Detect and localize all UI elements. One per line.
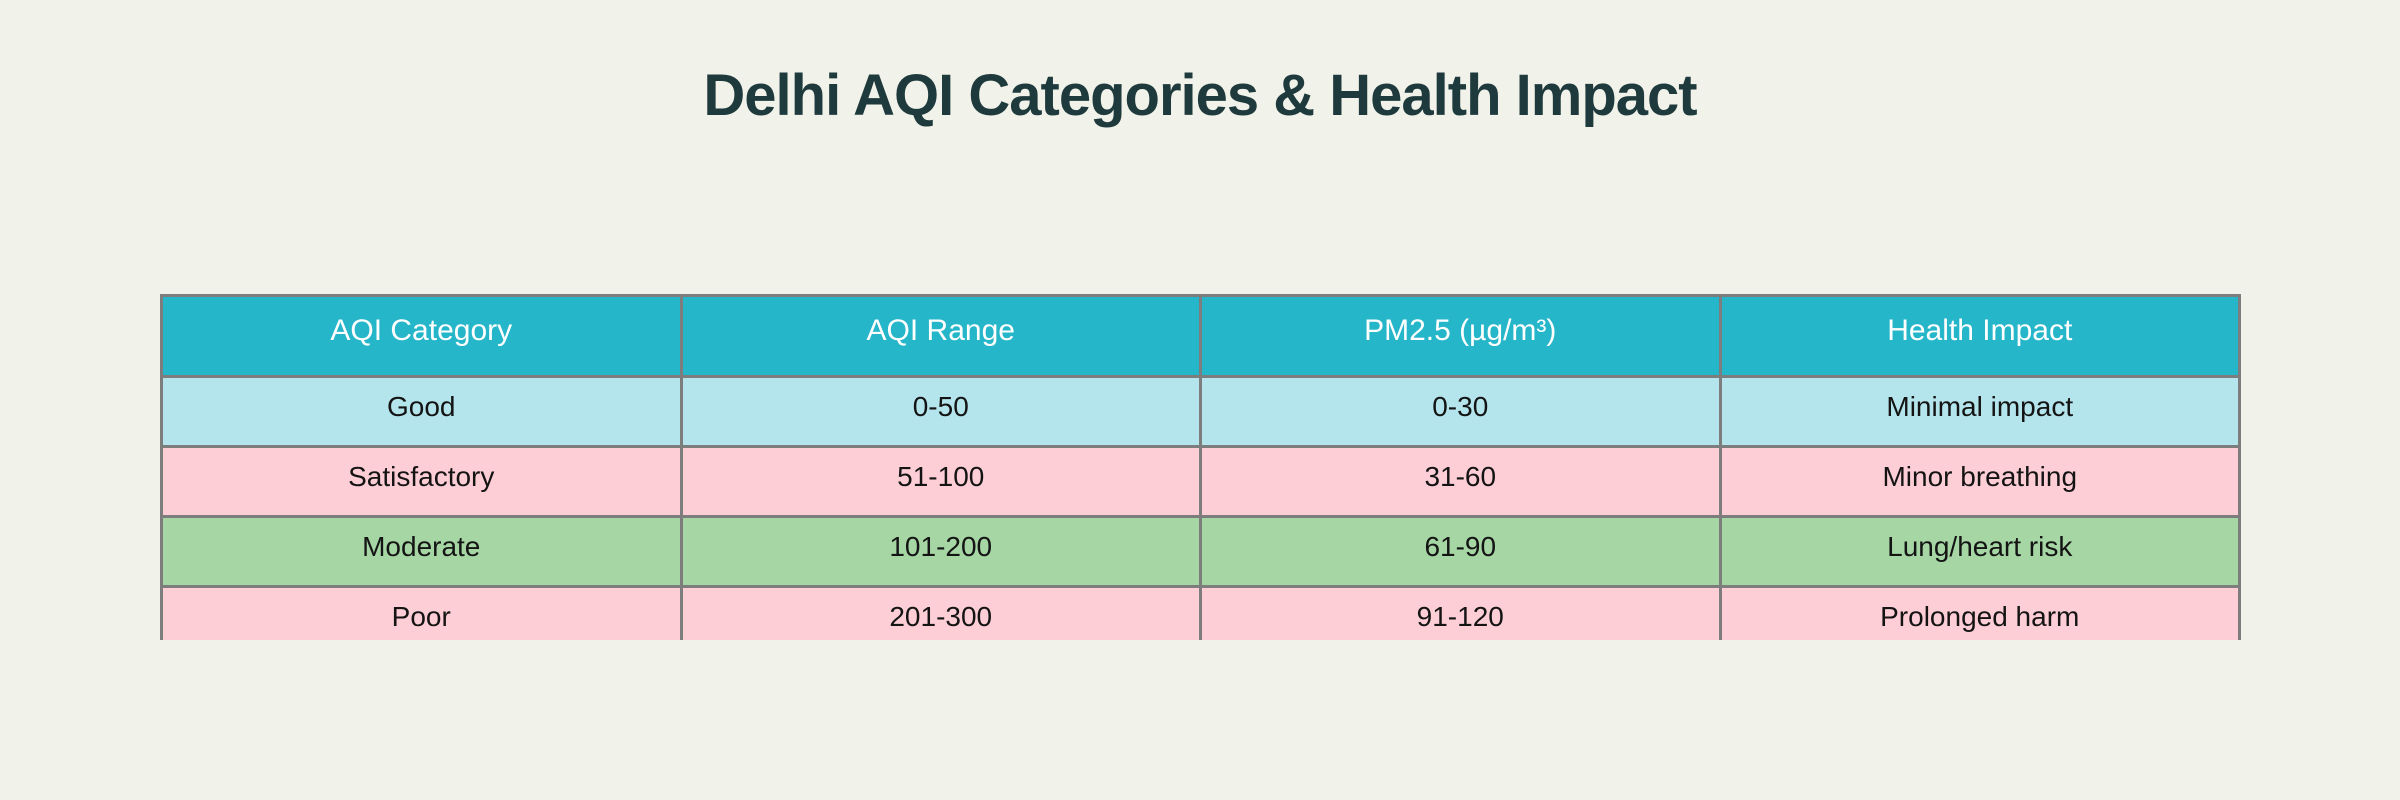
cell-health-impact: Prolonged harm <box>1718 585 2241 640</box>
header-cell-aqi-range: AQI Range <box>679 294 1202 378</box>
cell-health-impact: Minor breathing <box>1718 445 2241 518</box>
header-cell-health-impact: Health Impact <box>1718 294 2241 378</box>
cell-pm25: 0-30 <box>1199 375 1722 448</box>
cell-pm25: 91-120 <box>1199 585 1722 640</box>
cell-health-impact: Lung/heart risk <box>1718 515 2241 588</box>
cell-category: Satisfactory <box>160 445 683 518</box>
table-row-satisfactory: Satisfactory 51-100 31-60 Minor breathin… <box>160 445 2241 518</box>
aqi-table-container: AQI Category AQI Range PM2.5 (µg/m³) Hea… <box>160 294 2241 640</box>
table-row-good: Good 0-50 0-30 Minimal impact <box>160 375 2241 448</box>
cell-pm25: 31-60 <box>1199 445 1722 518</box>
header-cell-aqi-category: AQI Category <box>160 294 683 378</box>
cell-aqi-range: 0-50 <box>679 375 1202 448</box>
cell-aqi-range: 101-200 <box>679 515 1202 588</box>
header-cell-pm25: PM2.5 (µg/m³) <box>1199 294 1722 378</box>
table-header-row: AQI Category AQI Range PM2.5 (µg/m³) Hea… <box>160 294 2241 378</box>
cell-category: Good <box>160 375 683 448</box>
cell-category: Moderate <box>160 515 683 588</box>
cell-aqi-range: 201-300 <box>679 585 1202 640</box>
cell-category: Poor <box>160 585 683 640</box>
page-title: Delhi AQI Categories & Health Impact <box>703 63 1697 128</box>
table-row-poor: Poor 201-300 91-120 Prolonged harm <box>160 585 2241 640</box>
table-row-moderate: Moderate 101-200 61-90 Lung/heart risk <box>160 515 2241 588</box>
cell-aqi-range: 51-100 <box>679 445 1202 518</box>
cell-health-impact: Minimal impact <box>1718 375 2241 448</box>
cell-pm25: 61-90 <box>1199 515 1722 588</box>
aqi-table: AQI Category AQI Range PM2.5 (µg/m³) Hea… <box>160 294 2241 640</box>
